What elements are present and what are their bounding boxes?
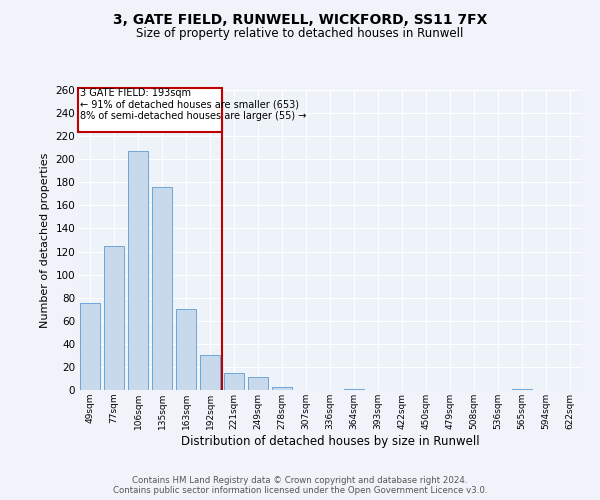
Text: Contains public sector information licensed under the Open Government Licence v3: Contains public sector information licen… xyxy=(113,486,487,495)
Bar xyxy=(128,151,148,390)
Text: 3, GATE FIELD, RUNWELL, WICKFORD, SS11 7FX: 3, GATE FIELD, RUNWELL, WICKFORD, SS11 7… xyxy=(113,12,487,26)
Text: Size of property relative to detached houses in Runwell: Size of property relative to detached ho… xyxy=(136,28,464,40)
Bar xyxy=(272,386,292,390)
Bar xyxy=(248,378,268,390)
X-axis label: Distribution of detached houses by size in Runwell: Distribution of detached houses by size … xyxy=(181,434,479,448)
Bar xyxy=(512,389,532,390)
Bar xyxy=(152,187,172,390)
Text: ← 91% of detached houses are smaller (653): ← 91% of detached houses are smaller (65… xyxy=(80,99,299,109)
Text: 8% of semi-detached houses are larger (55) →: 8% of semi-detached houses are larger (5… xyxy=(80,111,306,121)
Bar xyxy=(224,372,244,390)
Y-axis label: Number of detached properties: Number of detached properties xyxy=(40,152,50,328)
Bar xyxy=(80,304,100,390)
Bar xyxy=(104,246,124,390)
Text: Contains HM Land Registry data © Crown copyright and database right 2024.: Contains HM Land Registry data © Crown c… xyxy=(132,476,468,485)
Bar xyxy=(176,309,196,390)
Bar xyxy=(344,389,364,390)
Text: 3 GATE FIELD: 193sqm: 3 GATE FIELD: 193sqm xyxy=(80,88,191,99)
Bar xyxy=(200,356,220,390)
FancyBboxPatch shape xyxy=(78,88,222,132)
